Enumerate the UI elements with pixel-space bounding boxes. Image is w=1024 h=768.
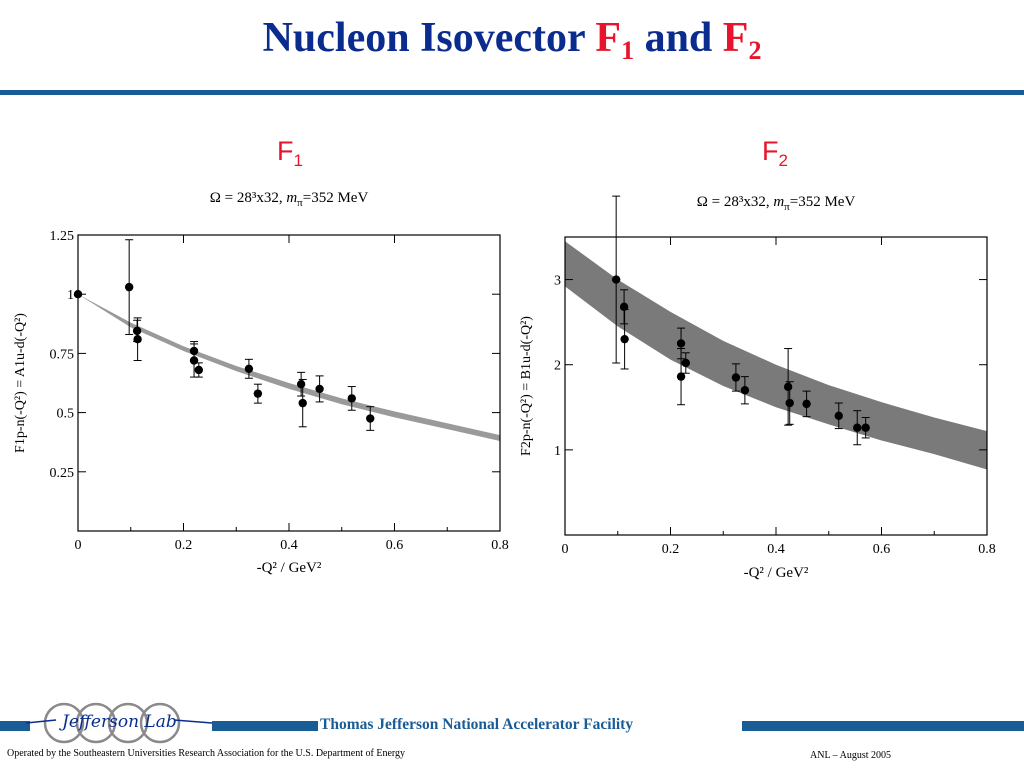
panel1-data-point-2 [132,326,142,336]
panel1-subtitle-part-a: Ω = 28³x32, [210,190,287,206]
panel1-data-point-13 [366,414,375,423]
panel2-data-point-11 [834,411,843,420]
panel1-data-point-6 [194,365,203,375]
panel2-xlabel: -Q² / GeV² [744,565,809,581]
panel2-data-point-2 [620,334,629,344]
panel1-xtick-label-2: 0.4 [280,538,298,553]
operated-by-text: Operated by the Southeastern Universitie… [7,748,406,759]
panel2-xtick-label-2: 0.4 [767,542,785,557]
panel2-data-point-9 [785,398,794,408]
panel2-data-point-3 [676,339,686,348]
panel1-xtick-label-0: 0 [75,538,82,553]
panel2-xtick-label-1: 0.2 [662,542,680,557]
title-rule [0,90,1024,95]
panel2-ytick-label-0: 1 [554,444,561,459]
panel2-data-point-10 [802,399,811,409]
panel2-subtitle-part-b: =352 MeV [790,194,856,210]
panel1-data-point-3 [133,334,142,344]
panel1-data-point-0 [73,290,83,299]
footer-bar-left [0,721,30,731]
panel2-data-point-4 [676,372,686,381]
panel2-subtitle-m: m [773,194,784,210]
title-prefix: Nucleon Isovector [262,15,596,61]
panel2-ytick-label-1: 2 [554,359,561,374]
panel1-error-band [78,294,500,442]
panel2-data-point-13 [861,423,870,432]
panel2-data-point-7 [740,386,750,395]
footer-bar-right [742,721,1024,731]
title-f2: F2 [722,15,762,65]
panel2-ytick-label-2: 3 [554,274,561,289]
panel1-ytick-label-3: 1 [67,288,74,303]
panel2-ylabel-text: F2p-n(-Q²) = B1u-d(-Q²) [519,316,534,456]
panel1-subtitle: Ω = 28³x32, mπ=352 MeV [210,190,369,209]
panel1-ylabel-text: F1p-n(-Q²) = A1u-d(-Q²) [13,313,28,453]
panel1-data-point-11 [315,384,324,394]
panel1-data-point-8 [253,389,263,398]
panel2-ylabel: F2p-n(-Q²) = B1u-d(-Q²) [519,316,534,456]
panel2-xtick-label-4: 0.8 [978,542,996,557]
panel2-data-point-12 [853,423,862,432]
panel2-xtick-label-0: 0 [562,542,569,557]
footer-bar-mid [212,721,318,731]
panel1-data-point-5 [189,356,199,365]
panel1-data-point-7 [244,364,254,373]
panel1-xtick-label-1: 0.2 [175,538,193,553]
panel1-xtick-label-4: 0.8 [491,538,509,553]
panel-label-f1: F1 [277,136,303,170]
panel1-subtitle-part-b: =352 MeV [303,190,369,206]
panel1-data-point-12 [347,394,356,403]
panel2-subtitle-part-a: Ω = 28³x32, [697,194,774,210]
panel1-xtick-label-3: 0.6 [386,538,404,553]
panel1-subtitle-m: m [286,190,297,206]
title-middle: and [634,15,723,61]
panel1-ytick-label-0: 0.25 [50,466,75,481]
panel2-subtitle-pi: π [784,201,790,213]
panel2-data-point-0 [611,275,621,284]
panel-label-f2: F2 [762,136,788,170]
panel2-xtick-label-3: 0.6 [873,542,891,557]
panel2-subtitle: Ω = 28³x32, mπ=352 MeV [697,194,856,213]
logo-text: Jefferson Lab [62,712,177,732]
jefferson-lab-logo [25,702,213,744]
panel2-data-point-5 [681,358,690,368]
facility-name: Thomas Jefferson National Accelerator Fa… [320,716,634,733]
panel1-data-point-9 [296,379,306,389]
panel1-data-point-10 [298,398,307,408]
event-date-text: ANL – August 2005 [810,750,892,761]
title-f1: F1 [595,15,635,65]
panel1-ylabel: F1p-n(-Q²) = A1u-d(-Q²) [13,313,28,453]
panel1-ytick-label-1: 0.5 [57,407,75,422]
panel1-ytick-label-4: 1.25 [50,229,75,244]
slide-title: Nucleon Isovector F1 and F2 [0,14,1024,65]
panel2-error-band [565,241,987,470]
panel2-data-point-8 [783,382,793,392]
panel1-data-point-1 [124,282,134,292]
panel2-data-point-6 [731,373,741,382]
panel1-subtitle-pi: π [297,197,303,209]
panel1-xlabel: -Q² / GeV² [257,560,322,576]
panel1-ytick-label-2: 0.75 [50,347,75,362]
